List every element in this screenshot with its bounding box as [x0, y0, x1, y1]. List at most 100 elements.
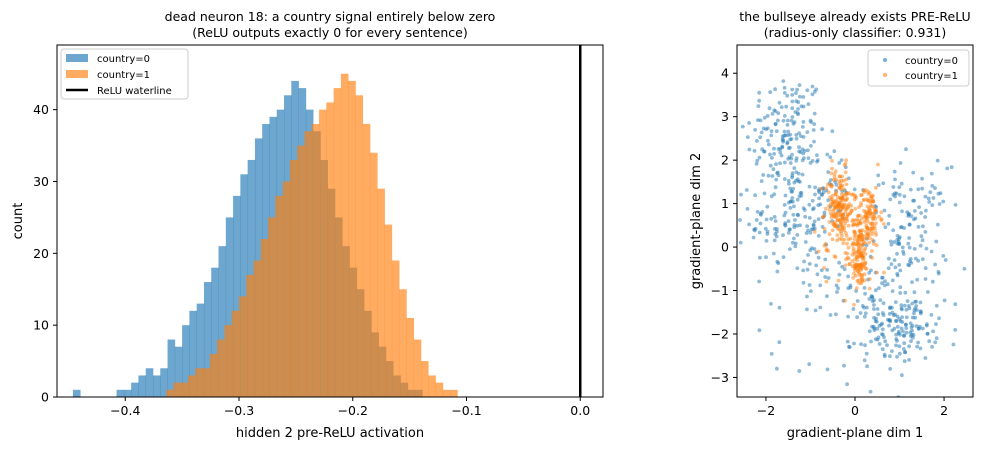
- scatter-point-series1: [868, 211, 873, 215]
- scatter-point-series1: [874, 243, 879, 248]
- scatter-point-series0: [887, 323, 891, 328]
- scatter-point-series0: [801, 151, 806, 156]
- scatter-point-series1: [853, 265, 858, 269]
- scatter-point-series1: [850, 259, 855, 263]
- scatter-point-series1: [859, 238, 864, 243]
- scatter-point-series1: [830, 228, 835, 233]
- scatter-point-series1: [867, 240, 872, 245]
- scatter-point-series0: [795, 266, 800, 271]
- scatter-point-series0: [764, 239, 769, 243]
- scatter-point-series0: [882, 352, 887, 357]
- scatter-point-series0: [907, 222, 912, 227]
- scatter-point-series0: [901, 249, 905, 254]
- scatter-point-series0: [757, 90, 762, 95]
- scatter-point-series0: [898, 319, 903, 323]
- scatter-point-series0: [908, 259, 912, 264]
- scatter-point-series0: [898, 291, 903, 295]
- scatter-point-series0: [807, 283, 812, 287]
- scatter-point-series1: [867, 277, 872, 281]
- scatter-y-tick-label: −3: [711, 370, 729, 385]
- scatter-point-series0: [816, 255, 821, 260]
- scatter-point-series0: [747, 121, 751, 125]
- scatter-point-series0: [780, 134, 785, 139]
- scatter-point-series0: [852, 341, 856, 346]
- scatter-point-series0: [869, 294, 874, 299]
- scatter-point-series0: [809, 120, 814, 124]
- scatter-x-tick-label: −2: [757, 403, 775, 418]
- hist-bar-series1: [253, 260, 262, 397]
- scatter-point-series0: [782, 129, 787, 134]
- scatter-point-series1: [874, 221, 878, 226]
- hist-bar-series1: [217, 339, 225, 397]
- scatter-point-series0: [814, 263, 819, 268]
- scatter-point-series0: [754, 162, 759, 166]
- legend-label-country1: country=1: [97, 70, 150, 81]
- hist-bar-series0: [72, 389, 81, 397]
- scatter-point-series0: [800, 125, 805, 129]
- scatter-point-series0: [883, 279, 887, 284]
- scatter-point-series0: [791, 212, 796, 217]
- scatter-point-series0: [836, 286, 840, 291]
- scatter-point-series0: [805, 130, 810, 135]
- legend-swatch-country0: [66, 54, 88, 62]
- scatter-point-series0: [805, 224, 809, 229]
- scatter-point-series0: [910, 280, 914, 284]
- scatter-ylabel: gradient-plane dim 2: [689, 153, 704, 290]
- scatter-point-series0: [790, 106, 795, 111]
- scatter-point-series0: [765, 114, 770, 118]
- scatter-point-series0: [926, 290, 930, 294]
- scatter-point-series0: [752, 227, 756, 232]
- scatter-y-ticks: −3 −2 −1 0 1 2 3 4: [711, 66, 737, 385]
- scatter-point-series0: [855, 315, 859, 320]
- scatter-point-series0: [782, 91, 787, 95]
- scatter-point-series0: [887, 213, 892, 218]
- hist-title: dead neuron 18: a country signal entirel…: [165, 9, 496, 24]
- scatter-point-series1: [873, 230, 878, 235]
- scatter-point-series1: [833, 192, 838, 197]
- scatter-point-series0: [768, 152, 772, 157]
- scatter-y-tick-label: 1: [721, 196, 729, 211]
- scatter-point-series0: [902, 347, 906, 351]
- scatter-y-tick-label: −2: [711, 326, 729, 341]
- scatter-point-series0: [770, 174, 775, 178]
- scatter-point-series0: [805, 294, 809, 299]
- scatter-point-series0: [835, 290, 839, 294]
- scatter-point-series1: [852, 237, 857, 242]
- hist-bar-series0: [131, 382, 139, 397]
- scatter-point-series0: [895, 251, 899, 256]
- scatter-point-series1: [840, 174, 844, 179]
- scatter-point-series0: [880, 332, 884, 336]
- hist-bar-series0: [189, 310, 197, 397]
- scatter-point-series0: [770, 112, 775, 116]
- scatter-point-series1: [843, 170, 848, 175]
- scatter-point-series1: [865, 197, 870, 202]
- scatter-point-series0: [759, 212, 763, 217]
- scatter-point-series1: [830, 184, 834, 188]
- scatter-point-series0: [905, 299, 910, 303]
- scatter-point-series1: [860, 275, 864, 280]
- scatter-point-series0: [779, 105, 784, 109]
- legend-marker-country0: [883, 58, 887, 62]
- scatter-point-series0: [902, 194, 907, 199]
- scatter-point-series0: [859, 342, 863, 347]
- scatter-point-series0: [909, 339, 913, 343]
- scatter-point-series0: [772, 215, 777, 219]
- hist-bar-series1: [166, 389, 174, 397]
- scatter-point-series0: [815, 159, 819, 164]
- scatter-point-series1: [844, 233, 849, 238]
- scatter-point-series0: [900, 373, 904, 378]
- scatter-point-series0: [810, 92, 815, 97]
- scatter-point-series0: [813, 185, 817, 190]
- scatter-point-series1: [848, 211, 853, 215]
- scatter-point-series0: [953, 328, 958, 332]
- scatter-point-series1: [845, 241, 849, 246]
- hist-x-tick-label: −0.3: [224, 403, 254, 418]
- hist-bar-series0: [138, 375, 147, 397]
- scatter-point-series0: [773, 185, 778, 190]
- scatter-point-series0: [776, 173, 781, 178]
- scatter-point-series0: [934, 303, 939, 308]
- scatter-point-series1: [862, 272, 867, 277]
- scatter-points: [738, 79, 967, 397]
- scatter-point-series0: [775, 227, 779, 231]
- scatter-point-series0: [774, 177, 779, 182]
